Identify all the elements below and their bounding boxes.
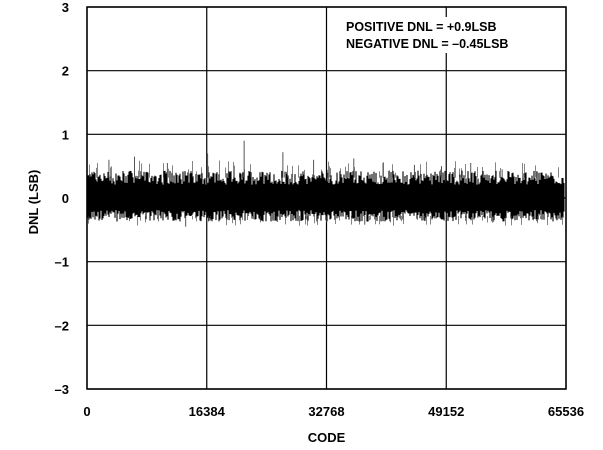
x-tick-labels: 0 16384 32768 49152 65536 (83, 404, 584, 419)
y-tick-label: 0 (62, 191, 69, 206)
y-axis-label: DNL (LSB) (26, 170, 41, 235)
y-tick-label: 1 (62, 127, 69, 142)
y-tick-label: –2 (55, 318, 69, 333)
x-tick-label: 16384 (189, 404, 226, 419)
y-tick-label: 3 (62, 0, 69, 15)
y-tick-label: –3 (55, 382, 69, 397)
y-tick-label: –1 (55, 255, 69, 270)
y-tick-labels: 3 2 1 0 –1 –2 –3 (55, 0, 69, 397)
annotation-positive-dnl: POSITIVE DNL = +0.9LSB (346, 20, 497, 34)
plot-frame (86, 6, 567, 390)
x-tick-label: 65536 (548, 404, 584, 419)
annotation-negative-dnl: NEGATIVE DNL = –0.45LSB (346, 37, 508, 51)
x-axis-label: CODE (308, 430, 346, 445)
x-tick-label: 0 (83, 404, 90, 419)
x-tick-label: 32768 (308, 404, 344, 419)
y-tick-label: 2 (62, 64, 69, 79)
x-tick-label: 49152 (428, 404, 464, 419)
annotation-background (340, 17, 562, 53)
dnl-noise-band (87, 140, 565, 227)
